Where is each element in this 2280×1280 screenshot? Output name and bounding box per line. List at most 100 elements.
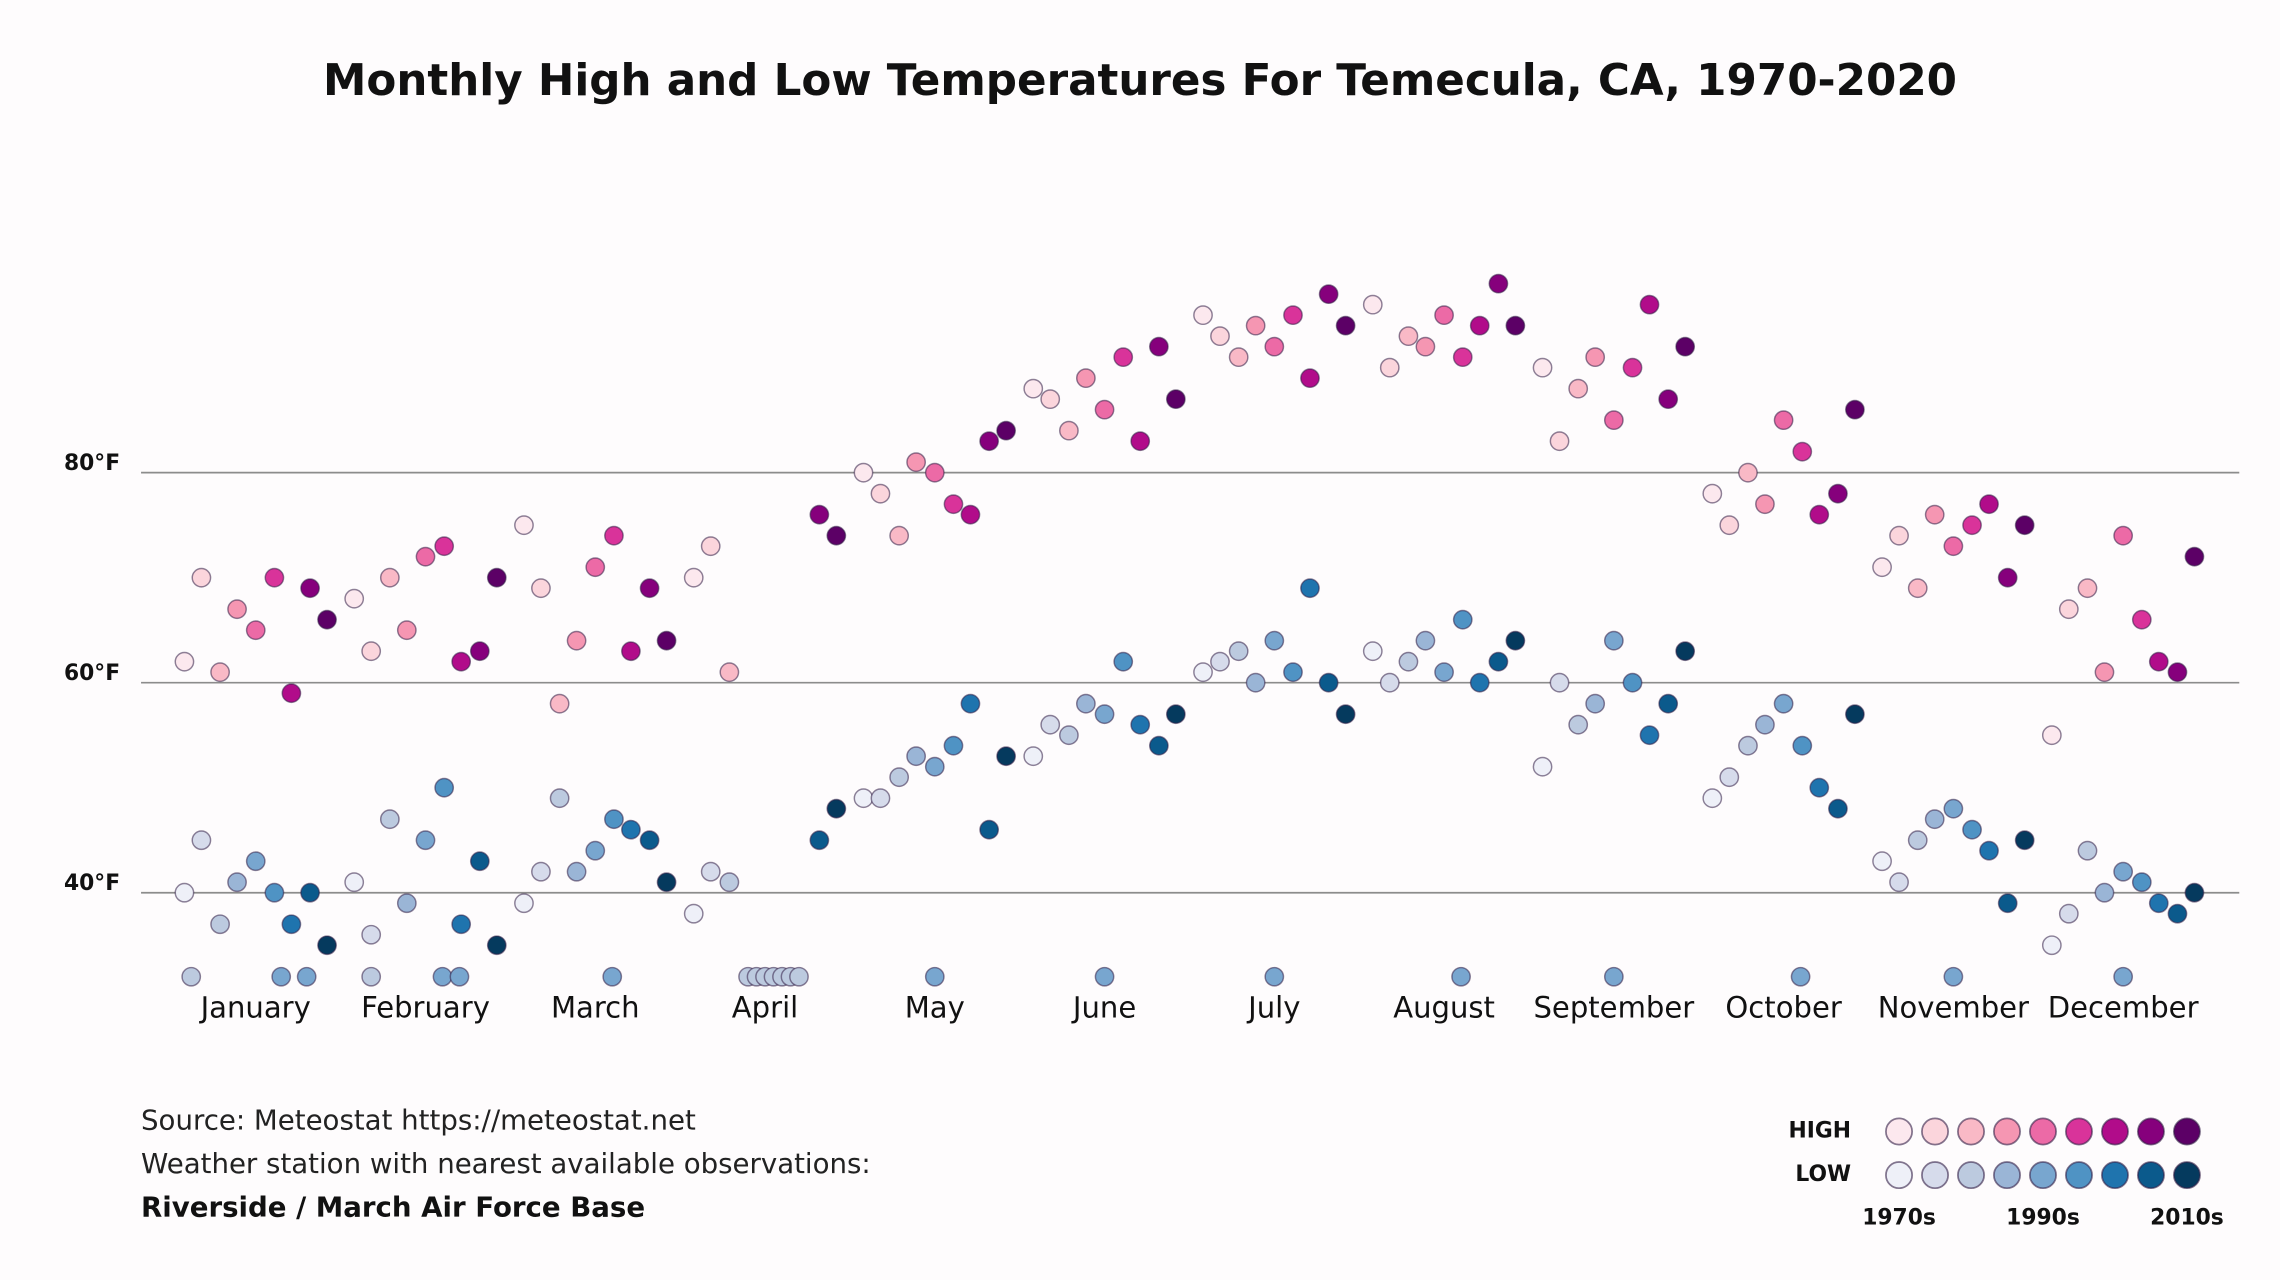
data-point (1979, 840, 1999, 861)
data-point (1148, 735, 1169, 756)
data-point (1962, 819, 1982, 840)
data-point (451, 651, 472, 672)
data-point (1379, 672, 1400, 693)
data-point (2148, 893, 2169, 914)
data-point (1658, 389, 1679, 410)
data-point (2094, 882, 2115, 903)
data-point (1415, 630, 1436, 651)
data-point (1997, 567, 2018, 588)
data-point (264, 882, 285, 903)
data-point (1075, 693, 1096, 714)
x-tick-label: July (1246, 990, 1300, 1024)
legend-swatch (1993, 1117, 2021, 1146)
data-point (960, 693, 981, 714)
data-point (1828, 483, 1848, 504)
data-point (719, 662, 740, 683)
legend-swatch (1957, 1117, 1985, 1146)
data-point (924, 756, 945, 777)
data-point (317, 935, 337, 956)
data-point (979, 431, 1000, 452)
data-point (2014, 830, 2035, 851)
data-point (245, 851, 266, 872)
data-point (853, 462, 874, 483)
data-point (2131, 609, 2152, 630)
data-point (469, 641, 490, 662)
legend-row-label: HIGH (1789, 1118, 1852, 1143)
data-point (1568, 378, 1589, 399)
data-point (2041, 935, 2062, 956)
data-point (379, 567, 400, 588)
data-point (2148, 651, 2169, 672)
data-point (1300, 578, 1320, 599)
data-point (415, 546, 436, 567)
data-point (2113, 525, 2134, 546)
data-point (1532, 756, 1553, 777)
data-point (1130, 714, 1151, 735)
data-point (1264, 630, 1285, 651)
y-tick-label: 40°F (64, 871, 120, 896)
data-point (432, 966, 453, 987)
data-point (1245, 672, 1266, 693)
data-point (2014, 515, 2035, 536)
data-point (585, 840, 606, 861)
data-point (1094, 704, 1115, 725)
data-point (1889, 872, 1909, 893)
legend-swatch (2172, 1117, 2201, 1146)
data-point (1040, 714, 1061, 735)
data-point (1549, 672, 1570, 693)
data-point (1300, 368, 1320, 389)
data-point (566, 630, 587, 651)
data-point (1585, 693, 1606, 714)
data-point (174, 882, 195, 903)
data-point (281, 914, 302, 935)
data-point (1193, 662, 1213, 683)
data-point (1962, 515, 1982, 536)
data-point (434, 777, 455, 798)
data-point (604, 809, 624, 830)
data-point (2167, 903, 2188, 924)
data-point (1792, 735, 1813, 756)
data-point (683, 903, 704, 924)
y-tick-label: 80°F (64, 451, 120, 476)
data-point (1585, 347, 1606, 368)
data-point (449, 966, 470, 987)
data-point (1943, 966, 1964, 987)
legend-swatch (2136, 1161, 2165, 1190)
data-point (1738, 735, 1758, 756)
data-point (531, 861, 551, 882)
legend-tick-label: 1990s (2006, 1206, 2080, 1231)
data-point (469, 851, 490, 872)
legend-row-label: LOW (1795, 1162, 1851, 1187)
data-point (2184, 546, 2205, 567)
legend-swatch (1885, 1161, 1913, 1190)
data-point (317, 609, 337, 630)
data-point (1059, 725, 1079, 746)
data-point (943, 735, 964, 756)
chart-title: Monthly High and Low Temperatures For Te… (323, 56, 1957, 106)
data-point (2041, 725, 2062, 746)
data-point (2077, 578, 2098, 599)
x-tick-label: September (1533, 990, 1694, 1024)
data-point (826, 525, 847, 546)
data-point (1318, 284, 1339, 305)
legend-swatch (1921, 1117, 1949, 1146)
data-point (889, 525, 910, 546)
data-point (379, 809, 400, 830)
data-point (1845, 399, 1865, 420)
x-tick-label: December (2048, 990, 2199, 1024)
data-point (300, 578, 320, 599)
data-point (870, 483, 891, 504)
data-point (1398, 651, 1419, 672)
legend-swatch (2101, 1161, 2129, 1190)
data-point (1094, 399, 1115, 420)
data-point (1335, 315, 1356, 336)
data-point (2058, 599, 2079, 620)
data-point (1603, 966, 1624, 987)
data-point (1943, 798, 1964, 819)
data-point (1702, 788, 1723, 809)
data-point (1283, 305, 1303, 326)
data-point (996, 746, 1016, 767)
data-point (1622, 672, 1643, 693)
data-point (566, 861, 587, 882)
